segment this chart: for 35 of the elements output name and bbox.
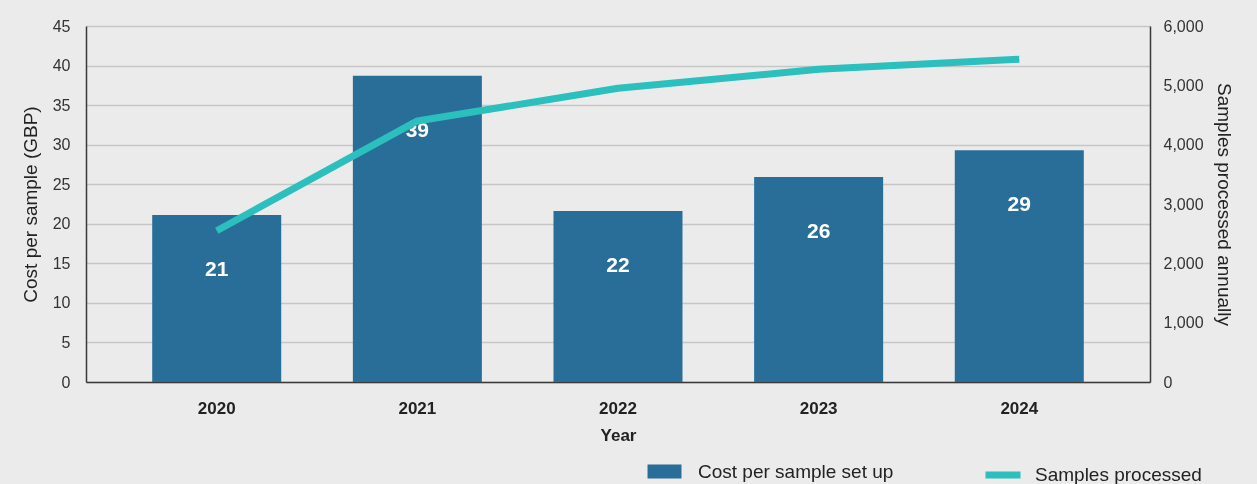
y-axis-title: Cost per sample (GBP) (19, 106, 41, 303)
x-tick-label: 2020 (197, 398, 236, 418)
y-tick-label: 20 (52, 215, 71, 233)
bar (352, 75, 482, 382)
y2-tick-label: 2,000 (1163, 254, 1204, 272)
y2-tick-label: 6,000 (1163, 17, 1204, 35)
y-tick-label: 10 (52, 294, 71, 312)
y2-tick-label: 1,000 (1163, 314, 1204, 332)
y2-axis-title: Samples processed annually (1213, 83, 1235, 327)
data-label: 26 (806, 219, 831, 243)
y2-tick-label: 0 (1163, 373, 1173, 391)
x-tick-label: 2022 (599, 398, 637, 418)
x-tick-label: 2021 (398, 398, 437, 418)
y-tick-label: 35 (52, 96, 71, 114)
y-tick-label: 45 (52, 17, 71, 35)
bar (954, 150, 1084, 382)
y-tick-label: 30 (52, 136, 71, 154)
y-tick-label: 0 (61, 373, 71, 391)
data-label: 21 (205, 257, 229, 281)
y2-tick-label: 5,000 (1163, 76, 1204, 94)
bar (553, 211, 683, 382)
legend-label: Cost per sample set up (698, 460, 894, 482)
y-tick-label: 15 (52, 254, 71, 272)
data-label: 22 (606, 253, 630, 277)
y2-tick-label: 3,000 (1163, 195, 1204, 213)
x-tick-label: 2024 (1000, 398, 1039, 418)
x-axis-title: Year (600, 425, 637, 445)
data-label: 29 (1007, 192, 1031, 216)
x-tick-label: 2023 (799, 398, 838, 418)
bar (152, 215, 282, 382)
y-tick-label: 25 (52, 175, 71, 193)
y-tick-label: 40 (52, 57, 71, 75)
y-tick-label: 5 (61, 333, 71, 351)
bar (754, 177, 884, 382)
y2-tick-label: 4,000 (1163, 136, 1204, 154)
